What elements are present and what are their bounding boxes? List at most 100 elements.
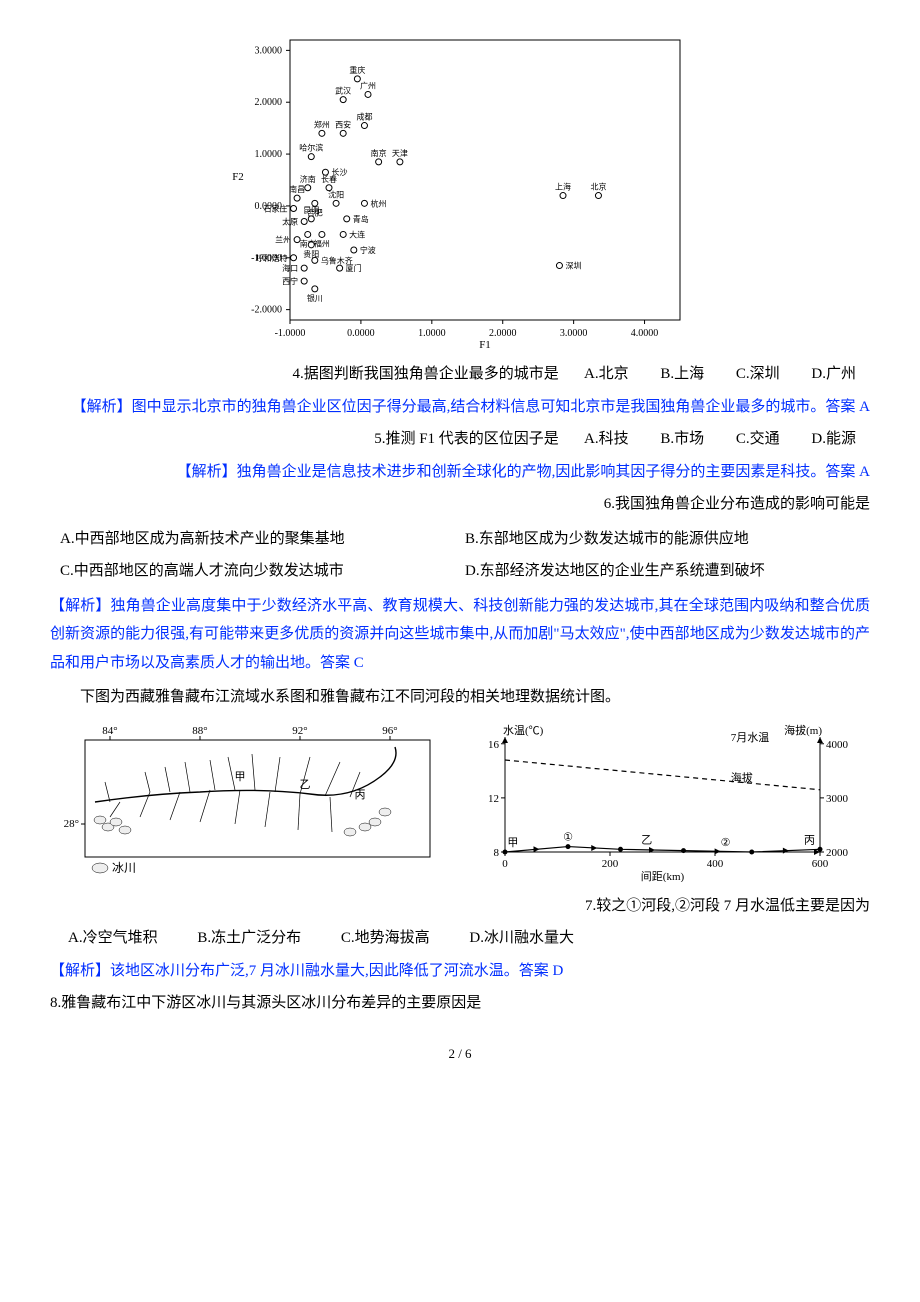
svg-text:贵阳: 贵阳 — [303, 249, 319, 259]
q6-opt-a: A.中西部地区成为高新技术产业的聚集基地 — [60, 525, 465, 554]
svg-text:92°: 92° — [292, 725, 307, 737]
q6-opt-c: C.中西部地区的高端人才流向少数发达城市 — [60, 557, 465, 586]
svg-text:天津: 天津 — [392, 148, 408, 158]
svg-text:乙: 乙 — [641, 833, 652, 846]
svg-text:0.0000: 0.0000 — [347, 328, 375, 339]
question-7-options: A.冷空气堆积 B.冻土广泛分布 C.地势海拔高 D.冰川融水量大 — [50, 924, 870, 953]
svg-text:7月水温: 7月水温 — [731, 731, 770, 744]
q7-opt-d: D.冰川融水量大 — [469, 930, 574, 946]
page-number: 2 / 6 — [50, 1042, 870, 1067]
svg-text:28°: 28° — [64, 818, 79, 830]
svg-text:西宁: 西宁 — [282, 276, 298, 286]
svg-text:16: 16 — [488, 738, 500, 750]
svg-text:呼和浩特: 呼和浩特 — [256, 253, 288, 263]
svg-text:84°: 84° — [102, 725, 117, 737]
svg-text:北京: 北京 — [590, 182, 606, 192]
analysis-5: 【解析】独角兽企业是信息技术进步和创新全球化的产物,因此影响其因子得分的主要因素… — [50, 458, 870, 487]
question-5: 5.推测 F1 代表的区位因子是 A.科技 B.市场 C.交通 D.能源 — [50, 425, 870, 454]
svg-text:2.0000: 2.0000 — [489, 328, 517, 339]
svg-text:长春: 长春 — [321, 174, 337, 184]
svg-text:甲: 甲 — [507, 837, 518, 849]
q4-opt-a: A.北京 — [584, 366, 629, 382]
q5-opt-b: B.市场 — [660, 431, 704, 447]
svg-text:4.0000: 4.0000 — [631, 328, 659, 339]
svg-text:厦门: 厦门 — [346, 263, 362, 273]
svg-text:3000: 3000 — [826, 792, 849, 804]
svg-text:兰州: 兰州 — [275, 235, 291, 245]
svg-text:济南: 济南 — [300, 174, 316, 184]
svg-text:哈尔滨: 哈尔滨 — [299, 143, 323, 153]
svg-text:0: 0 — [502, 858, 508, 870]
svg-text:甲: 甲 — [235, 771, 246, 783]
q5-opt-a: A.科技 — [584, 431, 629, 447]
svg-text:2000: 2000 — [826, 847, 849, 859]
svg-text:西安: 西安 — [335, 119, 351, 129]
svg-text:F1: F1 — [479, 339, 491, 350]
svg-text:青岛: 青岛 — [353, 214, 369, 224]
svg-text:1.0000: 1.0000 — [255, 149, 283, 160]
svg-text:88°: 88° — [192, 725, 207, 737]
svg-text:①: ① — [563, 831, 573, 843]
svg-text:96°: 96° — [382, 725, 397, 737]
question-6-options: A.中西部地区成为高新技术产业的聚集基地 B.东部地区成为少数发达城市的能源供应… — [60, 523, 870, 588]
svg-text:12: 12 — [488, 792, 499, 804]
map-row: 84°88°92°96°28°甲乙丙冰川 0200400600间距(km)812… — [50, 722, 870, 882]
river-map: 84° 88° 92° 96° 28° 甲乙丙冰川 — [50, 722, 440, 882]
svg-text:重庆: 重庆 — [349, 65, 365, 75]
q5-opt-c: C.交通 — [736, 431, 780, 447]
svg-text:3.0000: 3.0000 — [255, 45, 283, 56]
q7-opt-b: B.冻土广泛分布 — [197, 930, 301, 946]
svg-text:石家庄: 石家庄 — [264, 204, 288, 214]
svg-text:太原: 太原 — [282, 216, 298, 226]
svg-text:银川: 银川 — [307, 293, 323, 303]
svg-text:武汉: 武汉 — [335, 86, 351, 96]
svg-text:2.0000: 2.0000 — [255, 97, 283, 108]
svg-text:成都: 成都 — [356, 112, 372, 122]
q6-opt-d: D.东部经济发达地区的企业生产系统遭到破坏 — [465, 557, 870, 586]
svg-text:海拔(m): 海拔(m) — [784, 723, 822, 737]
svg-text:南昌: 南昌 — [289, 184, 305, 194]
analysis-4: 【解析】图中显示北京市的独角兽企业区位因子得分最高,结合材料信息可知北京市是我国… — [50, 393, 870, 422]
q4-opt-d: D.广州 — [811, 366, 856, 382]
svg-text:广州: 广州 — [360, 80, 376, 90]
q6-opt-b: B.东部地区成为少数发达城市的能源供应地 — [465, 525, 870, 554]
analysis-7: 【解析】该地区冰川分布广泛,7 月冰川融水量大,因此降低了河流水温。答案 D — [50, 957, 870, 986]
svg-text:冰川: 冰川 — [112, 861, 136, 875]
svg-text:福州: 福州 — [314, 239, 330, 248]
svg-text:-1.0000: -1.0000 — [275, 328, 306, 339]
svg-text:3.0000: 3.0000 — [560, 328, 588, 339]
svg-text:宁波: 宁波 — [360, 245, 376, 255]
svg-text:间距(km): 间距(km) — [641, 870, 685, 882]
svg-text:F2: F2 — [232, 171, 244, 183]
svg-text:600: 600 — [812, 858, 829, 870]
svg-text:海拔: 海拔 — [731, 770, 753, 784]
svg-text:1.0000: 1.0000 — [418, 328, 446, 339]
svg-text:杭州: 杭州 — [370, 198, 386, 208]
svg-text:丙: 丙 — [355, 789, 366, 801]
svg-text:②: ② — [721, 837, 731, 849]
line-chart: 0 200 400 600 间距(km) 8 12 16水温(℃) 2000 3000 4000 海拔… — [470, 722, 870, 882]
svg-text:-2.0000: -2.0000 — [251, 305, 282, 316]
svg-text:8: 8 — [494, 847, 500, 859]
q4-opt-c: C.深圳 — [736, 366, 780, 382]
svg-text:200: 200 — [602, 858, 619, 870]
q5-stem: 5.推测 F1 代表的区位因子是 — [374, 431, 559, 447]
svg-text:上海: 上海 — [555, 182, 571, 192]
svg-text:大连: 大连 — [349, 229, 365, 239]
svg-text:400: 400 — [707, 858, 724, 870]
q4-stem: 4.据图判断我国独角兽企业最多的城市是 — [293, 366, 559, 382]
q7-opt-c: C.地势海拔高 — [341, 930, 430, 946]
svg-text:昆明: 昆明 — [303, 206, 319, 215]
svg-text:郑州: 郑州 — [314, 119, 330, 129]
q4-opt-b: B.上海 — [660, 366, 704, 382]
context-2: 下图为西藏雅鲁藏布江流域水系图和雅鲁藏布江不同河段的相关地理数据统计图。 — [50, 683, 870, 712]
svg-text:丙: 丙 — [804, 834, 815, 846]
analysis-6: 【解析】独角兽企业高度集中于少数经济水平高、教育规模大、科技创新能力强的发达城市… — [50, 592, 870, 678]
svg-text:沈阳: 沈阳 — [328, 189, 344, 199]
svg-text:4000: 4000 — [826, 738, 849, 750]
svg-text:深圳: 深圳 — [565, 261, 581, 271]
q5-opt-d: D.能源 — [811, 431, 856, 447]
svg-text:水温(℃): 水温(℃) — [503, 724, 544, 737]
question-7-stem: 7.较之①河段,②河段 7 月水温低主要是因为 — [50, 892, 870, 921]
svg-text:乙: 乙 — [300, 778, 311, 791]
